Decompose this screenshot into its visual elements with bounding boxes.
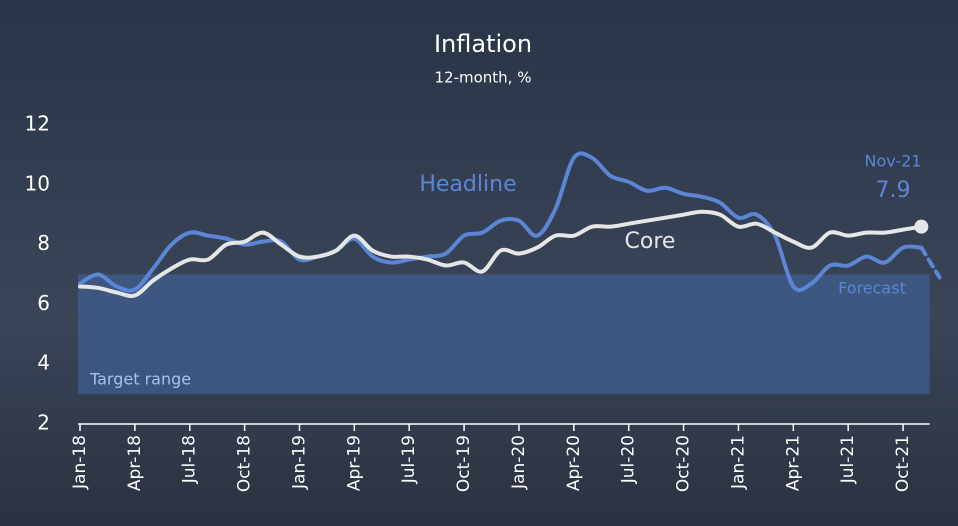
x-tick-label: Oct-20 (674, 435, 694, 492)
data-label: 7.9 (876, 178, 911, 203)
x-tick-label: Jul-19 (399, 435, 419, 484)
target-range-label: Target range (89, 370, 191, 389)
chart-subtitle: 12-month, % (435, 69, 532, 87)
x-tick-label: Apr-21 (783, 435, 803, 491)
x-tick-label: Apr-18 (125, 435, 145, 491)
y-tick-label: 6 (37, 291, 50, 315)
x-tick-label: Apr-19 (344, 435, 364, 491)
chart-title: Inflation (434, 30, 532, 58)
annotation: Nov-21 (865, 152, 922, 171)
y-tick-label: 8 (37, 231, 50, 255)
x-tick-label: Jul-21 (838, 435, 858, 484)
x-tick-label: Jan-19 (289, 435, 309, 490)
x-tick-label: Jan-21 (728, 435, 748, 490)
x-tick-label: Oct-19 (454, 435, 474, 492)
x-tick-label: Oct-21 (893, 435, 913, 492)
series-label: Forecast (838, 279, 906, 298)
x-tick-label: Oct-18 (235, 435, 255, 492)
x-tick-label: Apr-20 (564, 435, 584, 491)
series-label: Core (625, 229, 676, 254)
chart: Inflation 12-month, % Target range 2 4 6 8 10… (0, 0, 958, 526)
x-tick-label: Jan-20 (509, 435, 529, 490)
series-label: Headline (419, 172, 516, 197)
x-tick-label: Jul-18 (180, 435, 200, 484)
end-dot (914, 220, 928, 234)
target-range (78, 275, 930, 395)
y-tick-label: 10 (25, 171, 50, 195)
x-tick-label: Jul-20 (619, 435, 639, 484)
x-tick-label: Jan-18 (70, 435, 90, 490)
y-tick-label: 2 (37, 411, 50, 435)
y-tick-label: 4 (37, 351, 50, 375)
y-tick-label: 12 (25, 112, 50, 136)
